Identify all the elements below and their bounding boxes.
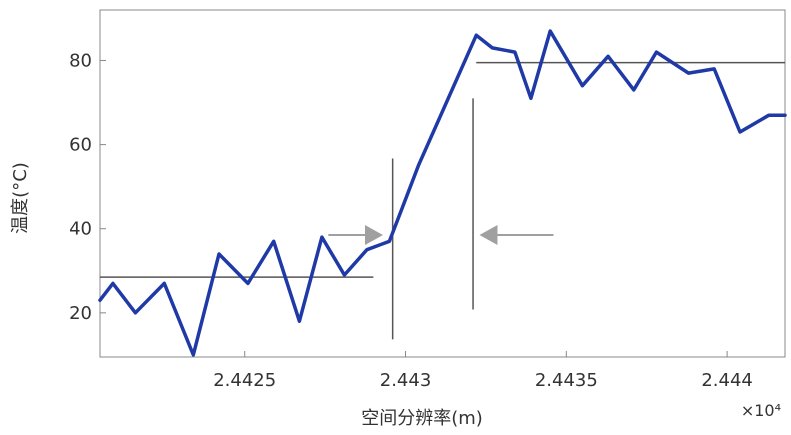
arrow-right-head bbox=[479, 225, 498, 246]
y-tick-label: 60 bbox=[69, 135, 92, 156]
plot-border bbox=[99, 9, 786, 358]
x-tick-label: 2.443 bbox=[380, 370, 432, 391]
series-line bbox=[98, 29, 787, 357]
y-tick-label: 80 bbox=[69, 50, 92, 71]
x-axis-multiplier: ×10⁴ bbox=[741, 401, 781, 420]
x-tick-label: 2.4435 bbox=[535, 370, 598, 391]
tick-layer: 2.4425 2.443 2.4435 2.444 20 40 60 80 bbox=[69, 50, 753, 391]
arrow-right bbox=[479, 225, 554, 246]
annotation-layer bbox=[100, 61, 785, 340]
y-axis-title: 温度(°C) bbox=[10, 162, 31, 234]
arrow-left bbox=[328, 225, 384, 246]
y-tick-label: 20 bbox=[69, 303, 92, 324]
series-layer bbox=[98, 29, 787, 357]
arrow-left-head bbox=[365, 225, 384, 246]
plot-frame bbox=[99, 9, 786, 358]
x-axis-title: 空间分辨率(m) bbox=[361, 408, 483, 429]
y-tick-label: 40 bbox=[69, 219, 92, 240]
x-tick-label: 2.4425 bbox=[213, 370, 276, 391]
x-tick-label: 2.444 bbox=[701, 370, 753, 391]
